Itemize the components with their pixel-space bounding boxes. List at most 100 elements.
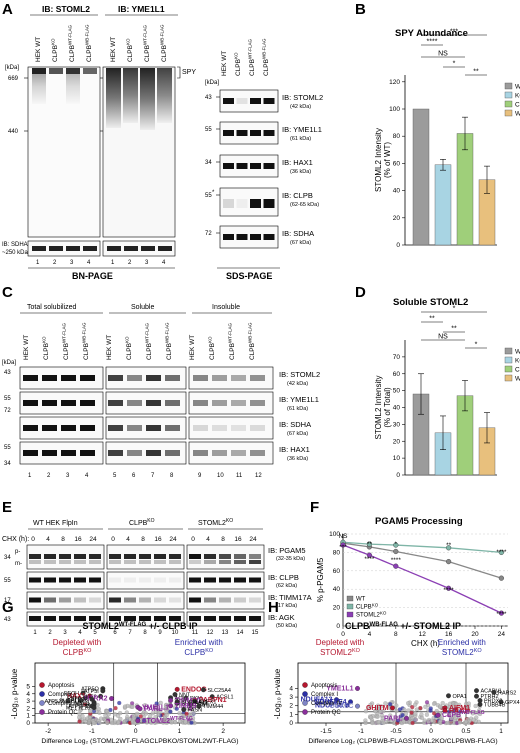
volcano-point [442,708,448,714]
legend-label: CLPB [515,367,520,374]
sds-band [223,199,234,208]
volcano-legend-dot [302,691,308,697]
e-band [204,616,216,621]
e-band [29,577,41,583]
sig-label: * [453,61,456,68]
c-band [250,450,265,456]
sds-marker: 34 [205,160,212,166]
volcano-bg-point [122,704,128,709]
c-lane-label: CLPBKO [125,336,134,360]
sds-page-label: SDS-PAGE [226,271,272,281]
volcano-bg-point [117,700,122,706]
volcano-point [404,715,409,721]
f-y-tick: 100 [329,531,340,538]
volcano-point-label: COX6C [329,703,353,710]
volcano-point [348,699,353,705]
depleted-label: Depleted with [53,638,101,647]
e-band [154,560,166,564]
volcano-point-label: NDUFA13 [301,697,333,704]
volcano-legend-dot [302,682,308,688]
volcano-bg-point [143,711,149,716]
volcano-legend-dot [39,682,45,688]
c-marker: 43 [4,370,11,376]
volcano-y-tick: 5 [26,683,30,690]
e-time-label: 0 [191,536,195,543]
e-lane-number: 8 [143,630,147,636]
e-time-label: 4 [206,536,210,543]
volcano-point [91,705,97,711]
volcano-bg-point [423,704,428,709]
volcano-y-tick: 1 [289,711,293,718]
volcano-bg-point [454,701,459,707]
volcano-point-label: AIFM1 [449,705,470,712]
f-sig-label: **** [444,587,455,594]
panel-c: C Total solubilized Soluble Insoluble HE… [2,284,320,479]
volcano-point [196,703,202,709]
y-tick-label: 100 [389,106,400,113]
c-band [108,400,123,406]
chart-b: 0 20 40 60 80 100 120 STOML2 Intensity (% of WT)… [374,29,520,250]
volcano-bg-point [402,707,407,712]
volcano-y-tick: 0 [289,720,293,727]
e-ib-size: (50 kDa) [276,623,297,629]
volcano-bg-point [410,716,415,721]
e-time-label: 24 [89,536,97,543]
volcano-bg-point [440,700,445,706]
sig-label: ** [429,316,435,323]
volcano-x-tick: -2 [45,728,51,735]
c-band [165,375,180,381]
e-lane-numbers: 1 2 3 4 5 6 7 8 9 10 11 12 13 14 15 [33,630,259,636]
panel-g: G STOML2WT-FLAG +/- CLPB IP Depleted with… [2,599,246,745]
c-lane-label: HEK WT [23,335,30,360]
volcano-bg-point [97,710,102,715]
volcano-bg-point [158,707,163,713]
e-time-label: 4 [126,536,130,543]
volcano-point-label: HAX1 [67,693,86,700]
a-sds-kda: [kDa] [205,80,219,86]
y-axis-label: STOML2 Intensity [374,376,383,440]
sig-label: * [453,306,456,313]
e-band [109,616,121,621]
c-lane-number: 1 [28,473,32,479]
sds-marker: 55 [205,127,212,133]
e-lane-number: 12 [207,630,214,636]
e-lane-number: 15 [252,630,259,636]
volcano-bg-point [471,717,476,722]
c-band [212,450,227,456]
volcano-bg-point [113,705,118,711]
volcano-point [183,695,189,701]
e-band [124,616,136,621]
e-band [59,616,71,621]
e-band [169,577,181,583]
e-band [249,577,261,583]
c-band [165,400,180,406]
e-band [109,554,121,559]
y-tick-label: 30 [393,421,401,428]
e-band [74,560,86,564]
volcano-bg-point [103,713,108,718]
volcano-legend-dot [39,709,45,715]
c-band [42,400,57,406]
sds-ib-size: (42 kDa) [290,104,311,110]
volcano-y-tick: 4 [289,685,293,692]
volcano-point-label: YME1L1 [326,685,353,692]
c-band [146,375,161,381]
c-group-insoluble: Insoluble [212,304,240,311]
volcano-point-label: DLST [194,703,209,709]
enriched-label-2: STOML2KO [442,648,483,657]
e-lane-number: 3 [63,630,67,636]
sds-band [223,163,234,169]
e-band [29,554,41,559]
f-point [393,563,399,569]
volcano-point-label: CLPBWB-FLAG [442,710,485,719]
volcano-bg-point [400,713,405,718]
c-lane-number: 2 [47,473,51,479]
volcano-bg-point [124,710,129,715]
sds-marker: 43 [205,95,212,101]
volcano-bg-point [376,703,381,708]
volcano-bg-point [77,719,82,724]
volcano-point [474,688,479,694]
y-tick-label: 40 [393,188,401,195]
sds-star: * [212,190,215,196]
volcano-bg-point [376,719,381,725]
